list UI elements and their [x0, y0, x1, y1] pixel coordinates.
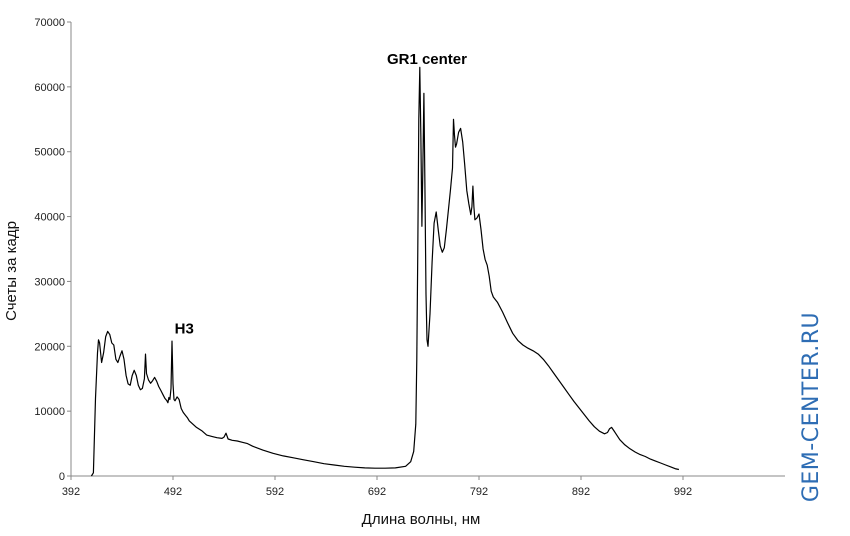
y-tick-label: 0 — [59, 471, 65, 483]
x-tick-label: 892 — [572, 486, 590, 498]
y-tick-label: 50000 — [34, 147, 65, 159]
y-tick-label: 60000 — [34, 82, 65, 94]
x-tick-label: 992 — [674, 486, 692, 498]
x-tick-label: 492 — [164, 486, 182, 498]
y-tick-label: 10000 — [34, 406, 65, 418]
x-tick-label: 692 — [368, 486, 386, 498]
y-tick-label: 20000 — [34, 341, 65, 353]
annotation-label: H3 — [175, 320, 194, 337]
y-tick-label: 40000 — [34, 212, 65, 224]
x-tick-label: 392 — [62, 486, 80, 498]
plot-area — [90, 66, 680, 477]
y-axis-title: Счеты за кадр — [3, 221, 20, 321]
y-tick-label: 70000 — [34, 17, 65, 29]
x-tick-label: 592 — [266, 486, 284, 498]
y-tick-label: 30000 — [34, 276, 65, 288]
x-axis: 392 492 592 692 792 892 992 — [62, 475, 785, 498]
x-axis-title: Длина волны, нм — [362, 511, 481, 528]
watermark-text: GEM-CENTER.RU — [799, 312, 824, 502]
y-axis: 0 10000 20000 30000 40000 50000 60000 70000 — [34, 17, 72, 483]
annotations: H3 GR1 center — [175, 51, 468, 337]
x-tick-label: 792 — [470, 486, 488, 498]
annotation-label: GR1 center — [387, 51, 467, 68]
spectrum-line — [90, 66, 680, 477]
